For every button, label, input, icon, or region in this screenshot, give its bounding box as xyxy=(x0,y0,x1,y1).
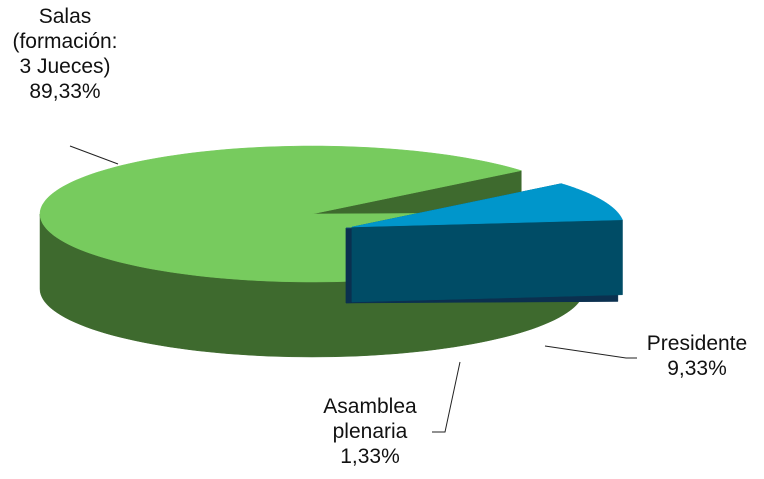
slice-presidente xyxy=(351,183,623,303)
leader-asamblea xyxy=(432,361,461,433)
label-salas-value: 89,33% xyxy=(29,80,101,103)
label-asamblea-line-1: Asamblea xyxy=(323,395,417,418)
label-salas: Salas (formación: 3 Jueces) 89,33% xyxy=(0,4,130,104)
leader-salas xyxy=(69,145,119,165)
label-presidente: Presidente 9,33% xyxy=(630,331,764,381)
label-asamblea: Asamblea plenaria 1,33% xyxy=(305,394,435,469)
presidente-wall-end xyxy=(351,219,623,303)
presidente-top xyxy=(351,183,623,228)
label-asamblea-value: 1,33% xyxy=(340,445,400,468)
label-presidente-value: 9,33% xyxy=(667,357,727,380)
label-presidente-line-1: Presidente xyxy=(646,332,748,355)
label-salas-line-2: (formación: xyxy=(12,30,118,53)
leader-presidente xyxy=(544,345,637,359)
label-salas-line-3: 3 Jueces) xyxy=(19,55,111,78)
label-asamblea-line-2: plenaria xyxy=(332,420,408,443)
label-salas-line-1: Salas xyxy=(38,5,92,28)
